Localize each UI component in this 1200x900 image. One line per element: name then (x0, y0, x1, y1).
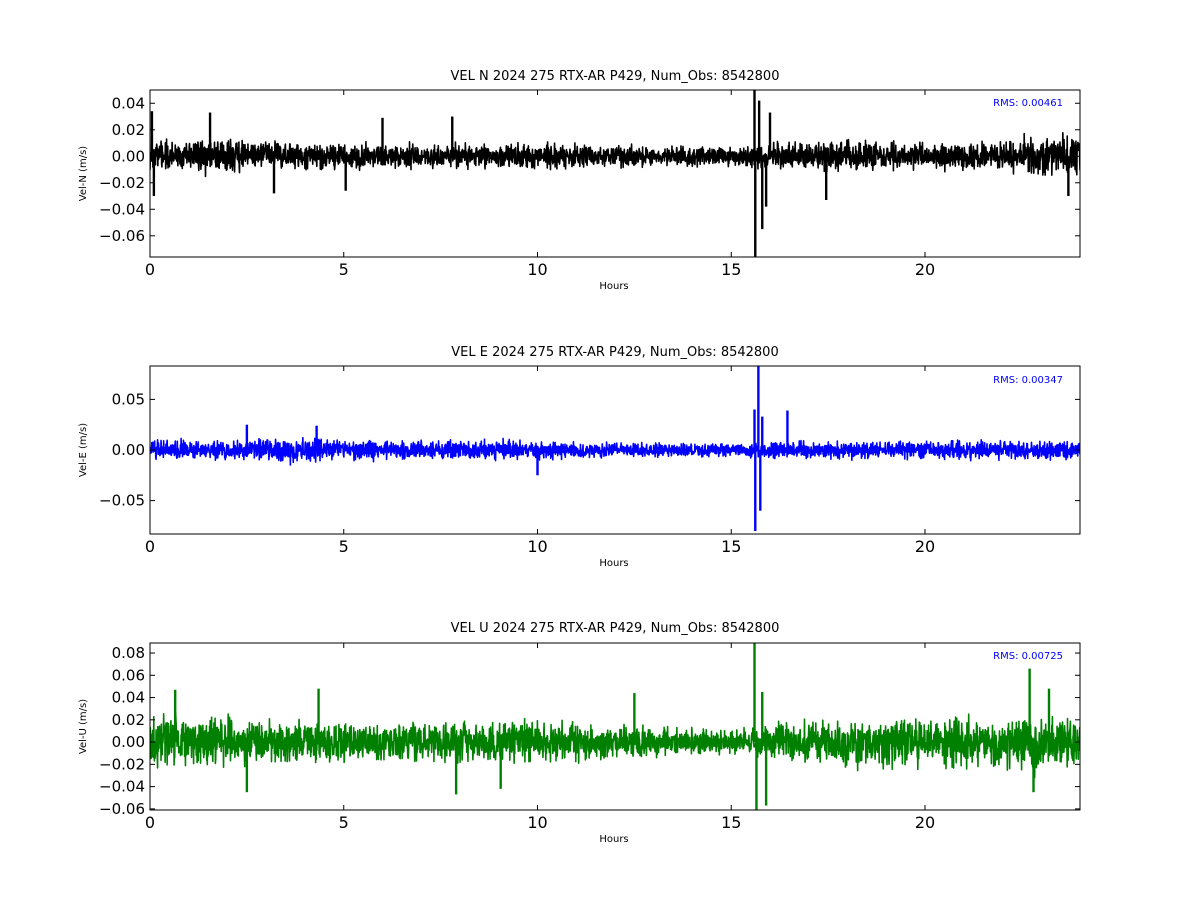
panel-vel-n-xlabel: Hours (599, 281, 628, 292)
y-tick-label: 0.04 (112, 94, 145, 112)
panel-vel-n: VEL N 2024 275 RTX-AR P429, Num_Obs: 854… (78, 69, 1081, 292)
y-tick-label: 0.02 (112, 121, 145, 139)
panel-vel-n-ylabel: Vel-N (m/s) (78, 146, 89, 201)
y-tick-label: −0.06 (99, 227, 145, 245)
panel-vel-n-series-line (150, 90, 1080, 257)
panel-vel-n-title: VEL N 2024 275 RTX-AR P429, Num_Obs: 854… (451, 69, 780, 84)
y-tick-label: 0.08 (112, 644, 145, 662)
panel-vel-n-rms-annotation: RMS: 0.00461 (993, 98, 1063, 109)
x-tick-label: 5 (339, 260, 349, 279)
panel-vel-u-xlabel: Hours (599, 834, 628, 845)
x-tick-label: 0 (145, 537, 155, 556)
panel-vel-u-ticks: 0 5 10 15 20 −0.06 −0.04 −0.02 0.00 0.02 0.04 0.06 0… (99, 643, 1080, 832)
y-tick-label: −0.04 (99, 200, 145, 218)
x-tick-label: 10 (527, 813, 547, 832)
y-tick-label: −0.02 (99, 755, 145, 773)
panel-vel-e-series-line (150, 366, 1080, 531)
panel-vel-e-title: VEL E 2024 275 RTX-AR P429, Num_Obs: 854… (451, 345, 778, 360)
y-tick-label: −0.02 (99, 174, 145, 192)
x-tick-label: 5 (339, 537, 349, 556)
panel-vel-e-ylabel: Vel-E (m/s) (78, 423, 89, 477)
panel-vel-u: VEL U 2024 275 RTX-AR P429, Num_Obs: 854… (78, 621, 1081, 845)
x-tick-label: 10 (527, 537, 547, 556)
panel-vel-e-ticks: 0 5 10 15 20 −0.05 0.00 0.05 (99, 366, 1080, 556)
y-tick-label: 0.04 (112, 689, 145, 707)
panel-vel-u-frame (149, 642, 1081, 811)
x-tick-label: 10 (527, 260, 547, 279)
x-tick-label: 20 (915, 537, 935, 556)
panel-vel-u-trace (150, 710, 1080, 779)
x-tick-label: 0 (145, 260, 155, 279)
x-tick-label: 15 (721, 537, 741, 556)
y-tick-label: 0.00 (112, 147, 145, 165)
y-tick-label: 0.00 (112, 441, 145, 459)
y-tick-label: −0.04 (99, 778, 145, 796)
panel-vel-n-frame (149, 89, 1081, 258)
panel-vel-u-series-line (150, 643, 1080, 810)
panel-vel-e-trace (150, 436, 1080, 466)
x-tick-label: 15 (721, 813, 741, 832)
panel-vel-e-xlabel: Hours (599, 558, 628, 569)
x-tick-label: 0 (145, 813, 155, 832)
y-tick-label: 0.00 (112, 733, 145, 751)
y-tick-label: −0.05 (99, 492, 145, 510)
panel-vel-e-rms-annotation: RMS: 0.00347 (993, 375, 1063, 386)
panel-vel-e: VEL E 2024 275 RTX-AR P429, Num_Obs: 854… (78, 345, 1081, 569)
panel-vel-u-ylabel: Vel-U (m/s) (78, 699, 89, 754)
panel-vel-u-title: VEL U 2024 275 RTX-AR P429, Num_Obs: 854… (451, 621, 780, 636)
x-tick-label: 20 (915, 260, 935, 279)
x-tick-label: 20 (915, 813, 935, 832)
panel-vel-n-trace (150, 131, 1080, 178)
y-tick-label: 0.02 (112, 711, 145, 729)
panel-vel-u-rms-annotation: RMS: 0.00725 (993, 651, 1063, 662)
y-tick-label: 0.06 (112, 666, 145, 684)
x-tick-label: 5 (339, 813, 349, 832)
x-tick-label: 15 (721, 260, 741, 279)
y-tick-label: −0.06 (99, 800, 145, 818)
y-tick-label: 0.05 (112, 390, 145, 408)
panel-vel-e-frame (149, 365, 1081, 535)
